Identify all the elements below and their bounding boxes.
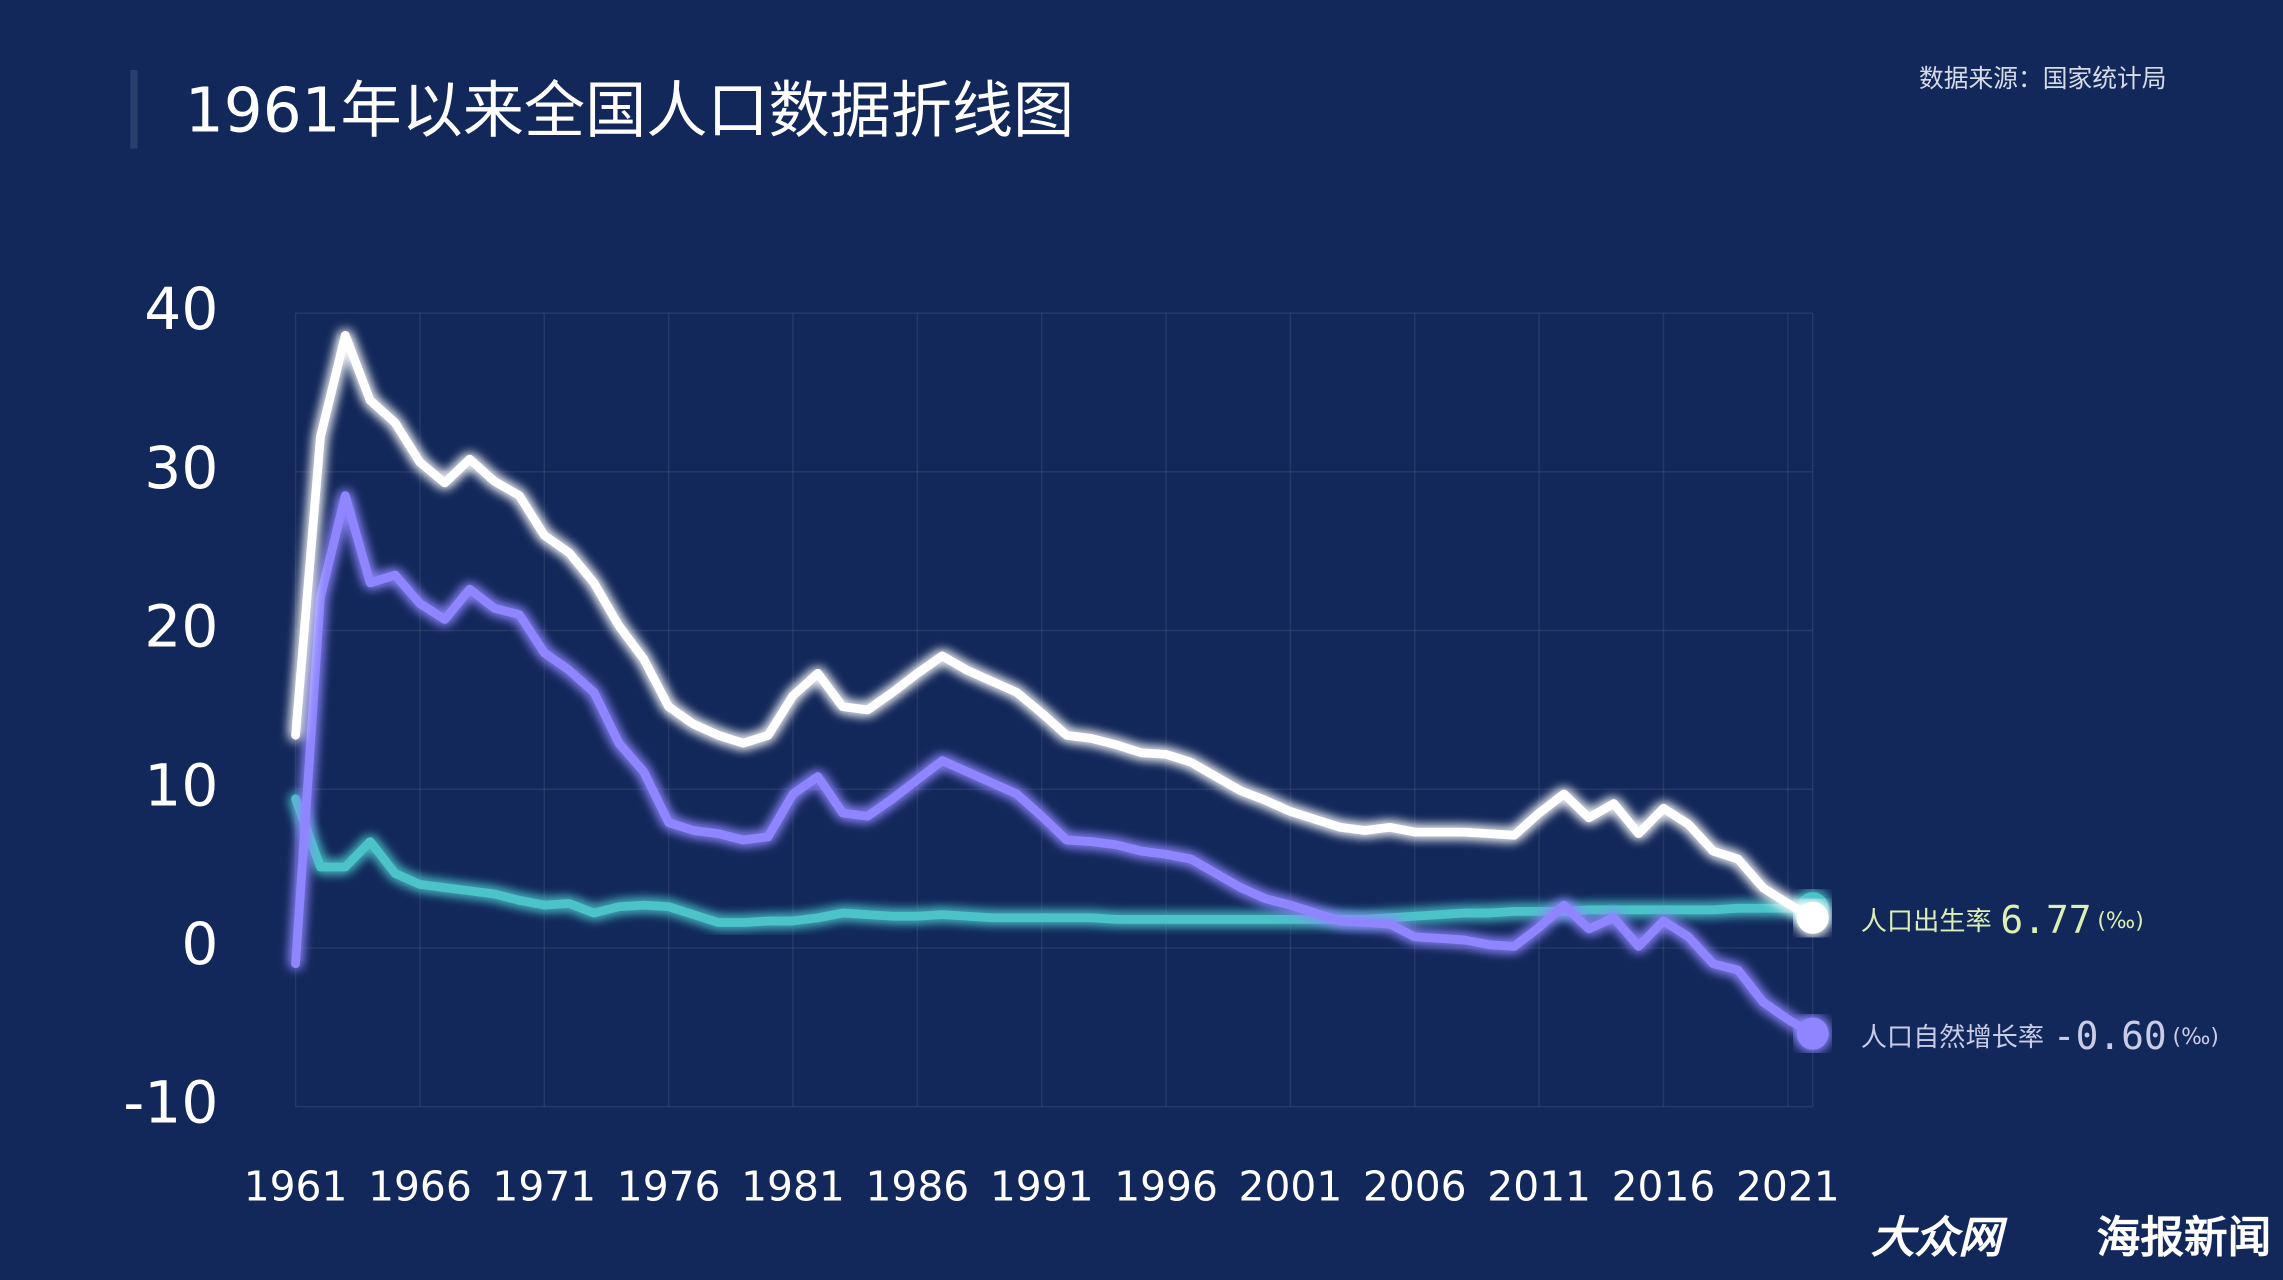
x-tick-label: 2021 (1736, 1163, 1840, 1211)
chart-title: 1961年以来全国人口数据折线图 (185, 76, 1074, 147)
x-tick-label: 2011 (1487, 1163, 1591, 1211)
series-line (291, 330, 1818, 923)
source: 数据来源：国家统计局 (1919, 64, 2167, 93)
y-tick-label: 10 (144, 751, 218, 819)
x-tick-label: 2016 (1612, 1163, 1716, 1211)
y-tick-label: 40 (144, 275, 218, 343)
x-tick-label: 1996 (1114, 1163, 1218, 1211)
x-tick-label: 1971 (492, 1163, 596, 1211)
y-tick-label: 0 (181, 910, 218, 978)
y-tick-label: 30 (144, 434, 218, 502)
series-line (291, 491, 1818, 1039)
end-value: 6.77 (2000, 898, 2091, 942)
y-tick-label: 20 (144, 593, 218, 661)
x-tick-label: 1966 (368, 1163, 472, 1211)
end-annotation: 人口自然增长率 -0.60 (‰) (1861, 1014, 2219, 1058)
end-marker (1796, 1017, 1829, 1050)
watermark: 海报新闻 (2097, 1213, 2272, 1264)
end-marker (1796, 901, 1829, 934)
end-unit: (‰) (2097, 909, 2143, 934)
series-name: 人口自然增长率 (1861, 1023, 2044, 1053)
end-annotation: 人口出生率 6.77 (‰) (1861, 898, 2144, 942)
watermark: 大众网 (1871, 1213, 2008, 1264)
x-tick-label: 1986 (865, 1163, 969, 1211)
x-tick-label: 2006 (1363, 1163, 1467, 1211)
x-tick-label: 1976 (617, 1163, 721, 1211)
y-tick-label: -10 (123, 1069, 218, 1137)
x-tick-label: 1961 (244, 1163, 348, 1211)
end-value: -0.60 (2053, 1014, 2167, 1058)
x-tick-label: 1981 (741, 1163, 845, 1211)
x-tick-label: 1991 (990, 1163, 1094, 1211)
series-name: 人口出生率 (1861, 907, 1992, 937)
x-tick-label: 2001 (1239, 1163, 1343, 1211)
end-unit: (‰) (2173, 1025, 2219, 1050)
